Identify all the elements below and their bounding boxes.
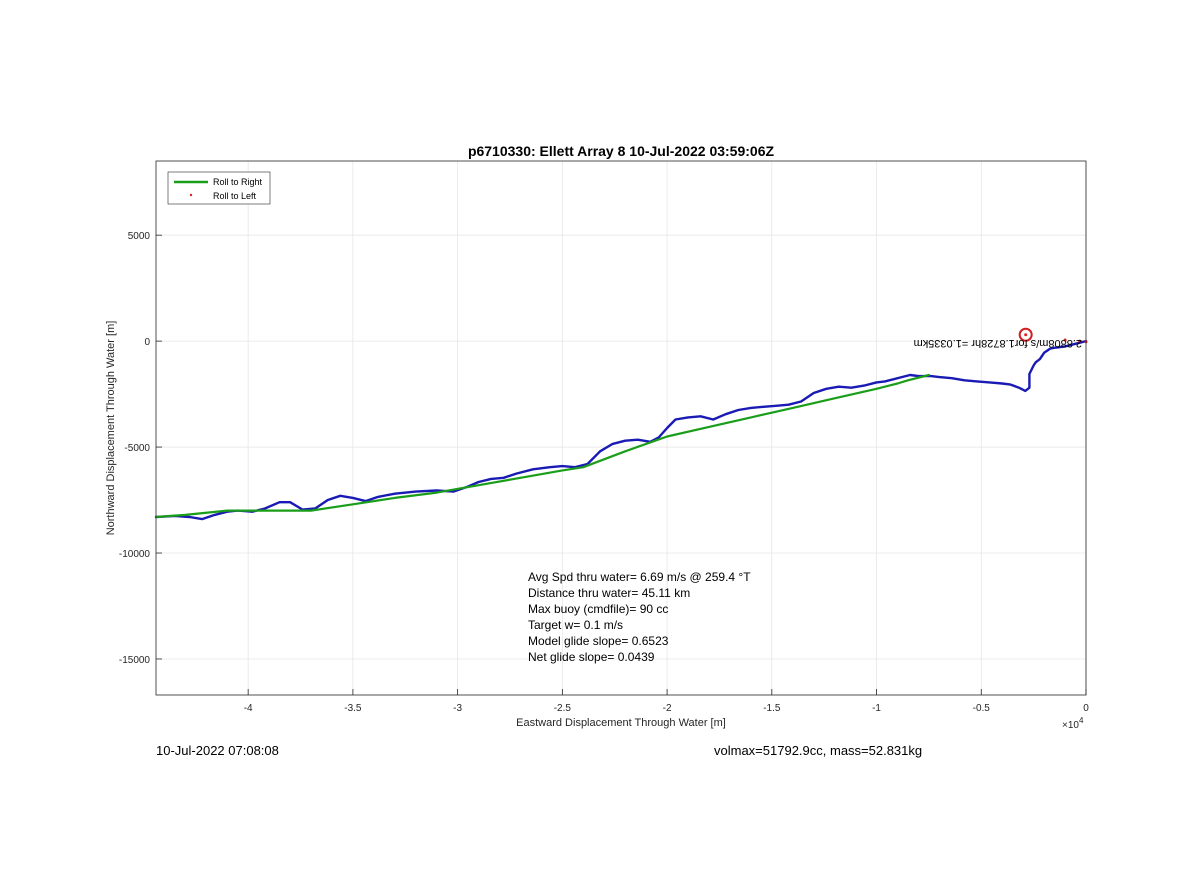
x-tick-label: -3.5 <box>344 703 362 714</box>
series-layer <box>154 327 1088 521</box>
x-tick-label: -4 <box>244 703 253 714</box>
point-annotation: 2.8808m/s for1.8728hr =1.0335km <box>914 337 1082 349</box>
y-tick-label: 0 <box>144 337 150 348</box>
stat-model-glide: Model glide slope= 0.6523 <box>528 634 669 648</box>
roll-left-point <box>1024 333 1028 337</box>
stat-max-buoy: Max buoy (cmdfile)= 90 cc <box>528 602 668 616</box>
y-tick-label: 5000 <box>128 231 151 242</box>
plot-frame <box>155 160 1087 696</box>
x-exponent: ×104 <box>1062 716 1084 731</box>
x-exponent-power: 4 <box>1079 716 1084 725</box>
stat-target-w: Target w= 0.1 m/s <box>528 618 623 632</box>
x-tick-label: 0 <box>1083 703 1089 714</box>
x-tick-label: -0.5 <box>973 703 991 714</box>
series-roll-right-line <box>154 373 931 519</box>
legend-label-roll-left: Roll to Left <box>213 191 257 201</box>
y-tick-label: -10000 <box>119 549 151 560</box>
axis-ticks: -4 -3.5 -3 -2.5 -2 -1.5 -1 -0.5 0 5000 0 -5000 -1000… <box>119 231 1089 714</box>
y-tick-label: -15000 <box>119 655 151 666</box>
stats-block: Avg Spd thru water= 6.69 m/s @ 259.4 °T … <box>528 570 751 664</box>
stat-avg-speed: Avg Spd thru water= 6.69 m/s @ 259.4 °T <box>528 570 751 584</box>
roll-left-point <box>1078 339 1082 343</box>
roll-left-point <box>1063 338 1067 342</box>
plot-area <box>156 161 1086 695</box>
x-tick-label: -3 <box>453 703 462 714</box>
x-axis-label: Eastward Displacement Through Water [m] <box>516 717 726 729</box>
x-tick-label: -1.5 <box>763 703 781 714</box>
legend: Roll to Right Roll to Left <box>167 171 271 205</box>
footer-volume-mass: volmax=51792.9cc, mass=52.831kg <box>714 743 923 758</box>
legend-box <box>167 171 271 205</box>
x-tick-label: -2 <box>663 703 672 714</box>
y-tick-label: -5000 <box>124 443 150 454</box>
footer-timestamp: 10-Jul-2022 07:08:08 <box>156 743 279 758</box>
legend-label-roll-right: Roll to Right <box>213 177 263 187</box>
y-axis-label: Northward Displacement Through Water [m] <box>105 321 117 536</box>
stat-net-glide: Net glide slope= 0.0439 <box>528 650 655 664</box>
stat-distance: Distance thru water= 45.11 km <box>528 586 690 600</box>
x-exponent-base: ×10 <box>1062 720 1079 731</box>
x-tick-label: -2.5 <box>554 703 572 714</box>
x-tick-label: -1 <box>872 703 881 714</box>
surfacing-circle-marker <box>1018 327 1033 342</box>
series-track-line <box>154 339 1088 521</box>
chart-title: p6710330: Ellett Array 8 10-Jul-2022 03:… <box>468 143 775 159</box>
legend-swatch-roll-left <box>189 193 193 197</box>
